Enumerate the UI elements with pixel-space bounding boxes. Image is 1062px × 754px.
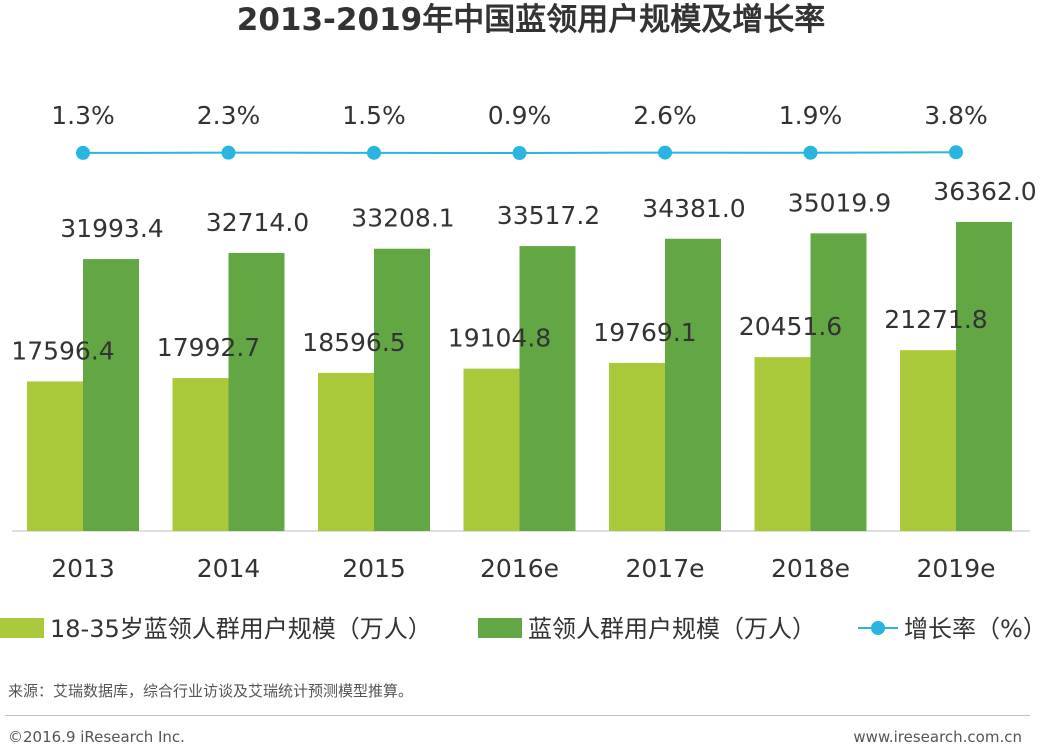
bar-young-2014 [172, 378, 229, 531]
data-label-total-2018e: 35019.9 [788, 188, 891, 217]
growth-rate-label-2018e: 1.9% [779, 101, 843, 130]
growth-rate-point-2017e [658, 145, 672, 160]
legend-label-total: 蓝领人群用户规模（万人） [528, 615, 816, 643]
x-tick-label-2016e: 2016e [480, 554, 559, 583]
legend-label-young: 18-35岁蓝领人群用户规模（万人） [50, 615, 432, 643]
data-label-total-2015: 33208.1 [351, 204, 454, 233]
x-tick-label-2014: 2014 [197, 554, 261, 583]
growth-rate-label-2015: 1.5% [342, 101, 406, 130]
data-label-total-2016e: 33517.2 [497, 201, 600, 230]
x-tick-label-2019e: 2019e [916, 554, 995, 583]
growth-rate-label-2017e: 2.6% [633, 101, 697, 130]
growth-rate-label-2014: 2.3% [197, 101, 261, 130]
data-label-young-2019e: 21271.8 [884, 305, 987, 334]
data-label-total-2017e: 34381.0 [642, 194, 745, 223]
bar-total-2019e [956, 221, 1012, 531]
data-label-young-2013: 17596.4 [11, 336, 114, 365]
bar-young-2017e [609, 362, 665, 531]
bar-total-2017e [665, 238, 721, 531]
bar-young-2019e [900, 350, 956, 531]
data-label-young-2018e: 20451.6 [739, 312, 842, 341]
growth-rate-label-2019e: 3.8% [924, 101, 988, 130]
legend-swatch-total [478, 618, 522, 638]
data-label-total-2014: 32714.0 [206, 208, 309, 237]
bar-young-2015 [318, 372, 374, 531]
growth-rate-point-2016e [512, 146, 527, 160]
data-label-young-2016e: 19104.8 [448, 324, 551, 353]
growth-rate-point-2019e [949, 145, 963, 160]
website-text: www.iresearch.com.cn [853, 728, 1022, 746]
x-tick-label-2015: 2015 [342, 554, 406, 583]
bar-total-2015 [374, 248, 430, 532]
data-label-young-2017e: 19769.1 [593, 318, 696, 347]
copyright-text: ©2016.9 iResearch Inc. [8, 728, 185, 746]
legend-swatch-young [0, 618, 44, 638]
bar-total-2016e [519, 246, 576, 531]
bar-total-2018e [810, 233, 867, 531]
bar-total-2014 [228, 252, 285, 531]
legend-marker-growth [871, 621, 885, 635]
footer-divider [5, 715, 1030, 716]
data-label-young-2014: 17992.7 [157, 333, 260, 362]
legend-label-growth: 增长率（%） [904, 615, 1047, 643]
x-tick-label-2017e: 2017e [625, 554, 704, 583]
bar-young-2018e [754, 357, 811, 531]
chart-title: 2013-2019年中国蓝领用户规模及增长率 [237, 2, 825, 38]
growth-rate-point-2015 [367, 145, 381, 160]
growth-rate-point-2013 [76, 145, 90, 160]
growth-rate-label-2013: 1.3% [51, 101, 115, 130]
bar-total-2013 [83, 259, 139, 531]
bar-young-2013 [27, 381, 83, 531]
bar-young-2016e [463, 368, 520, 531]
data-label-young-2015: 18596.5 [302, 328, 405, 357]
x-tick-label-2018e: 2018e [771, 554, 850, 583]
data-label-total-2019e: 36362.0 [933, 177, 1036, 206]
growth-rate-point-2018e [803, 145, 818, 160]
growth-rate-label-2016e: 0.9% [488, 101, 552, 130]
data-label-total-2013: 31993.4 [60, 214, 163, 243]
source-note: 来源：艾瑞数据库，综合行业访谈及艾瑞统计预测模型推算。 [8, 682, 414, 700]
x-tick-label-2013: 2013 [51, 554, 115, 583]
growth-rate-point-2014 [221, 145, 236, 160]
